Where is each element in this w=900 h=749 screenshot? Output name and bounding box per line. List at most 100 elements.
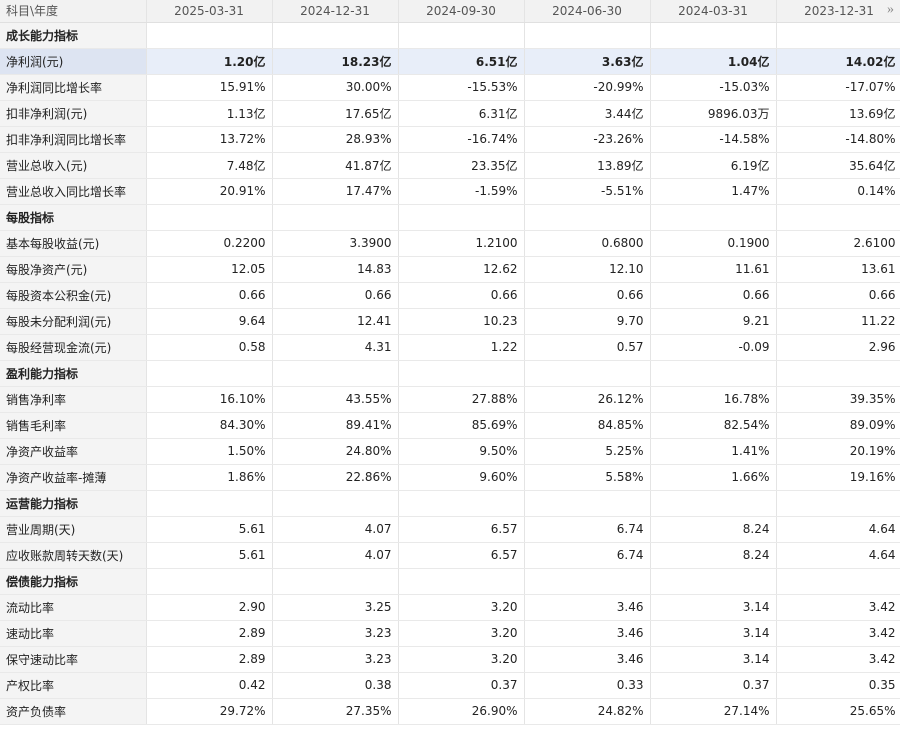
value-cell: 3.23 bbox=[272, 646, 399, 673]
section-header-row: 每股指标 bbox=[0, 204, 900, 231]
period-header[interactable]: 2024-12-31 bbox=[272, 0, 399, 23]
row-label[interactable]: 每股经营现金流(元) bbox=[0, 334, 147, 361]
empty-cell bbox=[524, 204, 651, 231]
value-cell: 12.05 bbox=[146, 256, 273, 283]
empty-cell bbox=[650, 490, 777, 517]
table-row[interactable]: 每股资本公积金(元) 0.66 0.66 0.66 0.66 0.66 0.66 bbox=[0, 282, 900, 309]
row-label[interactable]: 净利润(元) bbox=[0, 48, 147, 75]
row-label[interactable]: 营业周期(天) bbox=[0, 516, 147, 543]
table-row[interactable]: 速动比率 2.89 3.23 3.20 3.46 3.14 3.42 bbox=[0, 620, 900, 647]
value-cell: -17.07% bbox=[776, 74, 900, 101]
row-label[interactable]: 应收账款周转天数(天) bbox=[0, 542, 147, 569]
table-row[interactable]: 净资产收益率-摊薄 1.86% 22.86% 9.60% 5.58% 1.66% 19.16… bbox=[0, 464, 900, 491]
period-header[interactable]: 2024-09-30 bbox=[398, 0, 525, 23]
value-cell: 1.66% bbox=[650, 464, 777, 491]
value-cell: 2.89 bbox=[146, 620, 273, 647]
value-cell: 0.66 bbox=[272, 282, 399, 309]
value-cell: 3.3900 bbox=[272, 230, 399, 257]
row-label[interactable]: 净利润同比增长率 bbox=[0, 74, 147, 101]
table-row[interactable]: 流动比率 2.90 3.25 3.20 3.46 3.14 3.42 bbox=[0, 594, 900, 621]
value-cell: 0.6800 bbox=[524, 230, 651, 257]
value-cell: 0.66 bbox=[650, 282, 777, 309]
period-header[interactable]: 2024-03-31 bbox=[650, 0, 777, 23]
financial-indicators-table: 科目\年度 2025-03-31 2024-12-31 2024-09-30 2… bbox=[0, 0, 900, 725]
row-label[interactable]: 资产负债率 bbox=[0, 698, 147, 725]
value-cell: 39.35% bbox=[776, 386, 900, 413]
row-label[interactable]: 每股净资产(元) bbox=[0, 256, 147, 283]
table-row[interactable]: 资产负债率 29.72% 27.35% 26.90% 24.82% 27.14% 25.65… bbox=[0, 698, 900, 725]
value-cell: 3.63亿 bbox=[524, 48, 651, 75]
value-cell: 3.23 bbox=[272, 620, 399, 647]
table-row[interactable]: 扣非净利润(元) 1.13亿 17.65亿 6.31亿 3.44亿 9896.03万 13.… bbox=[0, 100, 900, 127]
value-cell: 0.37 bbox=[650, 672, 777, 699]
table-row[interactable]: 基本每股收益(元) 0.2200 3.3900 1.2100 0.6800 0.1900 2… bbox=[0, 230, 900, 257]
table-row[interactable]: 净资产收益率 1.50% 24.80% 9.50% 5.25% 1.41% 20.19% bbox=[0, 438, 900, 465]
row-label[interactable]: 基本每股收益(元) bbox=[0, 230, 147, 257]
row-label[interactable]: 速动比率 bbox=[0, 620, 147, 647]
row-label[interactable]: 销售净利率 bbox=[0, 386, 147, 413]
value-cell: -15.53% bbox=[398, 74, 525, 101]
empty-cell bbox=[272, 490, 399, 517]
value-cell: 4.31 bbox=[272, 334, 399, 361]
value-cell: 5.25% bbox=[524, 438, 651, 465]
value-cell: 0.38 bbox=[272, 672, 399, 699]
table-row[interactable]: 销售毛利率 84.30% 89.41% 85.69% 84.85% 82.54% 89.09… bbox=[0, 412, 900, 439]
table-row[interactable]: 净利润同比增长率 15.91% 30.00% -15.53% -20.99% -15.03… bbox=[0, 74, 900, 101]
value-cell: 0.1900 bbox=[650, 230, 777, 257]
value-cell: 14.83 bbox=[272, 256, 399, 283]
table-row[interactable]: 每股经营现金流(元) 0.58 4.31 1.22 0.57 -0.09 2.96 bbox=[0, 334, 900, 361]
row-label[interactable]: 净资产收益率 bbox=[0, 438, 147, 465]
value-cell: 12.62 bbox=[398, 256, 525, 283]
table-row[interactable]: 扣非净利润同比增长率 13.72% 28.93% -16.74% -23.26% -14.… bbox=[0, 126, 900, 153]
row-label[interactable]: 销售毛利率 bbox=[0, 412, 147, 439]
table-row[interactable]: 营业周期(天) 5.61 4.07 6.57 6.74 8.24 4.64 bbox=[0, 516, 900, 543]
row-label[interactable]: 净资产收益率-摊薄 bbox=[0, 464, 147, 491]
value-cell: 3.14 bbox=[650, 646, 777, 673]
row-label[interactable]: 产权比率 bbox=[0, 672, 147, 699]
value-cell: 30.00% bbox=[272, 74, 399, 101]
value-cell: 26.90% bbox=[398, 698, 525, 725]
table-row[interactable]: 应收账款周转天数(天) 5.61 4.07 6.57 6.74 8.24 4.64 bbox=[0, 542, 900, 569]
period-header[interactable]: 2024-06-30 bbox=[524, 0, 651, 23]
value-cell: 19.16% bbox=[776, 464, 900, 491]
row-label[interactable]: 流动比率 bbox=[0, 594, 147, 621]
empty-cell bbox=[272, 568, 399, 595]
value-cell: 3.14 bbox=[650, 620, 777, 647]
period-header[interactable]: 2023-12-31 bbox=[776, 0, 900, 23]
empty-cell bbox=[272, 360, 399, 387]
value-cell: 5.61 bbox=[146, 516, 273, 543]
row-label[interactable]: 营业总收入(元) bbox=[0, 152, 147, 179]
value-cell: 6.31亿 bbox=[398, 100, 525, 127]
empty-cell bbox=[650, 568, 777, 595]
table-row[interactable]: 营业总收入同比增长率 20.91% 17.47% -1.59% -5.51% 1.47% 0… bbox=[0, 178, 900, 205]
row-label[interactable]: 营业总收入同比增长率 bbox=[0, 178, 147, 205]
empty-cell bbox=[146, 22, 273, 49]
table-row[interactable]: 保守速动比率 2.89 3.23 3.20 3.46 3.14 3.42 bbox=[0, 646, 900, 673]
table-row[interactable]: 产权比率 0.42 0.38 0.37 0.33 0.37 0.35 bbox=[0, 672, 900, 699]
value-cell: 84.85% bbox=[524, 412, 651, 439]
value-cell: 10.23 bbox=[398, 308, 525, 335]
section-title: 每股指标 bbox=[0, 204, 147, 231]
table-row[interactable]: 营业总收入(元) 7.48亿 41.87亿 23.35亿 13.89亿 6.19亿 35.6… bbox=[0, 152, 900, 179]
value-cell: 9.21 bbox=[650, 308, 777, 335]
value-cell: 9.70 bbox=[524, 308, 651, 335]
value-cell: 3.25 bbox=[272, 594, 399, 621]
table-row[interactable]: 每股净资产(元) 12.05 14.83 12.62 12.10 11.61 13.61 bbox=[0, 256, 900, 283]
row-label[interactable]: 扣非净利润(元) bbox=[0, 100, 147, 127]
section-header-row: 偿债能力指标 bbox=[0, 568, 900, 595]
row-label[interactable]: 每股资本公积金(元) bbox=[0, 282, 147, 309]
value-cell: 3.42 bbox=[776, 620, 900, 647]
value-cell: 11.61 bbox=[650, 256, 777, 283]
empty-cell bbox=[776, 490, 900, 517]
row-label[interactable]: 每股未分配利润(元) bbox=[0, 308, 147, 335]
table-row[interactable]: 销售净利率 16.10% 43.55% 27.88% 26.12% 16.78% 39.35… bbox=[0, 386, 900, 413]
row-label[interactable]: 扣非净利润同比增长率 bbox=[0, 126, 147, 153]
period-header[interactable]: 2025-03-31 bbox=[146, 0, 273, 23]
more-periods-icon[interactable]: » bbox=[885, 2, 894, 18]
empty-cell bbox=[650, 22, 777, 49]
table-row[interactable]: 每股未分配利润(元) 9.64 12.41 10.23 9.70 9.21 11.22 bbox=[0, 308, 900, 335]
table-row[interactable]: 净利润(元) 1.20亿 18.23亿 6.51亿 3.63亿 1.04亿 14.02亿 bbox=[0, 48, 900, 75]
value-cell: -14.58% bbox=[650, 126, 777, 153]
row-label[interactable]: 保守速动比率 bbox=[0, 646, 147, 673]
value-cell: 17.47% bbox=[272, 178, 399, 205]
